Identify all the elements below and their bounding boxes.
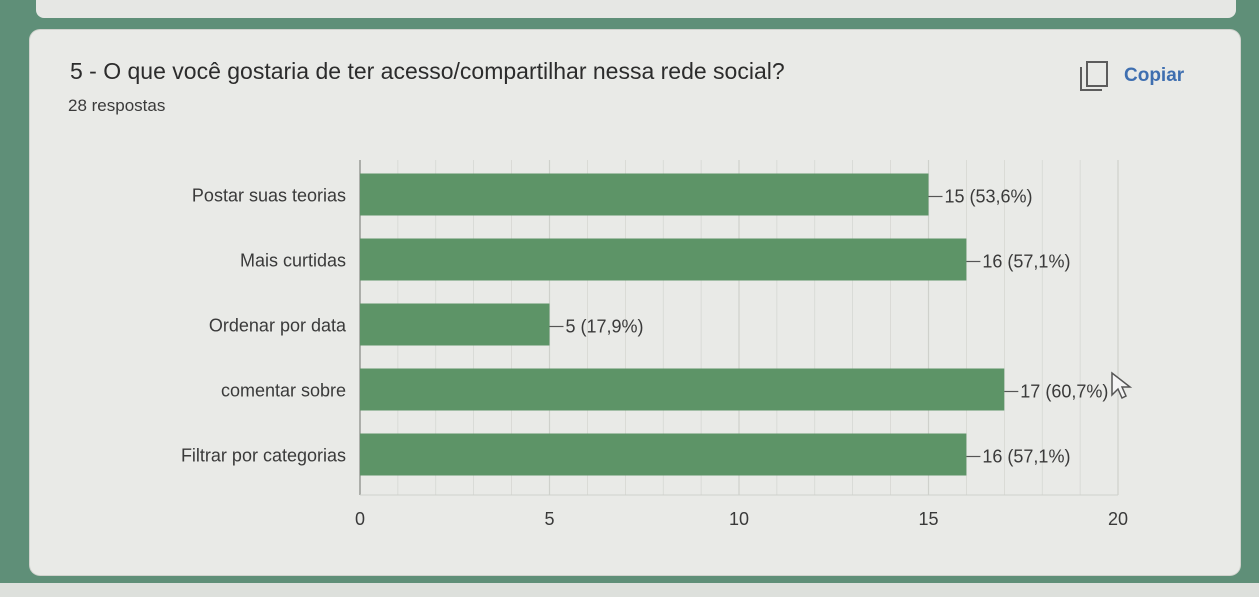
mouse-cursor-icon (1111, 371, 1133, 400)
data-labels: 15 (53,6%) 16 (57,1%) 5 (17,9%) 17 (60,7%) 1… (549, 187, 1108, 467)
category-labels: Postar suas teorias Mais curtidas Ordenar … (181, 186, 347, 466)
copy-button[interactable]: Copiar (1080, 60, 1184, 92)
x-tick-label: 0 (355, 509, 365, 529)
data-label: 15 (53,6%) (945, 187, 1033, 207)
question-title: 5 - O que você gostaria de ter acesso/co… (70, 58, 785, 84)
response-count: 28 respostas (68, 96, 166, 115)
category-label: Mais curtidas (240, 251, 346, 271)
chart-bars (360, 173, 1005, 476)
data-label: 16 (57,1%) (982, 447, 1070, 467)
question-card: 5 - O que você gostaria de ter acesso/co… (30, 30, 1240, 575)
x-tick-label: 10 (729, 509, 749, 529)
category-label: Postar suas teorias (192, 186, 346, 206)
x-tick-label: 20 (1108, 509, 1128, 529)
bar (360, 303, 550, 346)
bar (360, 433, 967, 476)
data-label: 17 (60,7%) (1020, 382, 1108, 402)
x-tick-labels: 0 5 10 15 20 (355, 509, 1128, 529)
data-label: 5 (17,9%) (566, 317, 644, 337)
data-label: 16 (57,1%) (982, 252, 1070, 272)
bar (360, 173, 929, 216)
bar (360, 238, 967, 281)
bar (360, 368, 1005, 411)
x-tick-label: 15 (918, 509, 938, 529)
copy-icon (1080, 61, 1108, 91)
category-label: Ordenar por data (209, 316, 347, 336)
copy-label: Copiar (1124, 65, 1185, 86)
screen-bottom-edge (0, 583, 1259, 597)
category-label: comentar sobre (221, 381, 346, 401)
x-tick-label: 5 (544, 509, 554, 529)
category-label: Filtrar por categorias (181, 446, 346, 466)
background-window-edge (36, 0, 1236, 18)
